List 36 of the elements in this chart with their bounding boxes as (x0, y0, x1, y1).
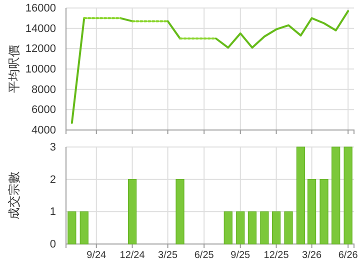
bar (248, 211, 257, 244)
x-tick-label: 6/26 (338, 250, 358, 262)
y-tick-label: 10000 (25, 64, 56, 76)
y-tick-label: 2 (50, 174, 56, 186)
y-tick-label: 6000 (32, 104, 56, 116)
y-tick-label: 3 (50, 142, 56, 154)
bar (344, 146, 352, 244)
bar (176, 179, 184, 244)
y-tick-label: 1 (50, 206, 56, 218)
bar (236, 211, 245, 244)
y-axis-title: 平均呎價 (7, 45, 21, 93)
y-tick-label: 0 (50, 238, 56, 251)
x-tick-label: 3/26 (302, 250, 322, 262)
bar (272, 211, 281, 244)
bar (320, 179, 328, 244)
x-tick-label: 9/24 (86, 250, 107, 262)
bar (80, 211, 88, 244)
bar (128, 179, 137, 244)
y-tick-label: 16000 (25, 2, 56, 15)
y-tick-label: 8000 (32, 84, 56, 96)
y-tick-label: 4000 (32, 124, 56, 137)
bar (260, 211, 269, 244)
bar (224, 211, 232, 244)
bar (332, 146, 340, 244)
bar (296, 146, 306, 244)
x-tick-label: 12/24 (120, 250, 146, 262)
y-axis-title: 成交宗數 (7, 172, 21, 220)
y-tick-label: 14000 (25, 22, 56, 35)
x-tick-label: 6/25 (194, 250, 214, 262)
bar (68, 211, 76, 244)
x-tick-label: 9/25 (230, 250, 251, 262)
x-tick-label: 3/25 (158, 250, 178, 262)
bar (284, 211, 293, 244)
bar (307, 179, 316, 244)
x-tick-label: 12/25 (264, 250, 290, 262)
y-tick-label: 12000 (25, 43, 56, 56)
